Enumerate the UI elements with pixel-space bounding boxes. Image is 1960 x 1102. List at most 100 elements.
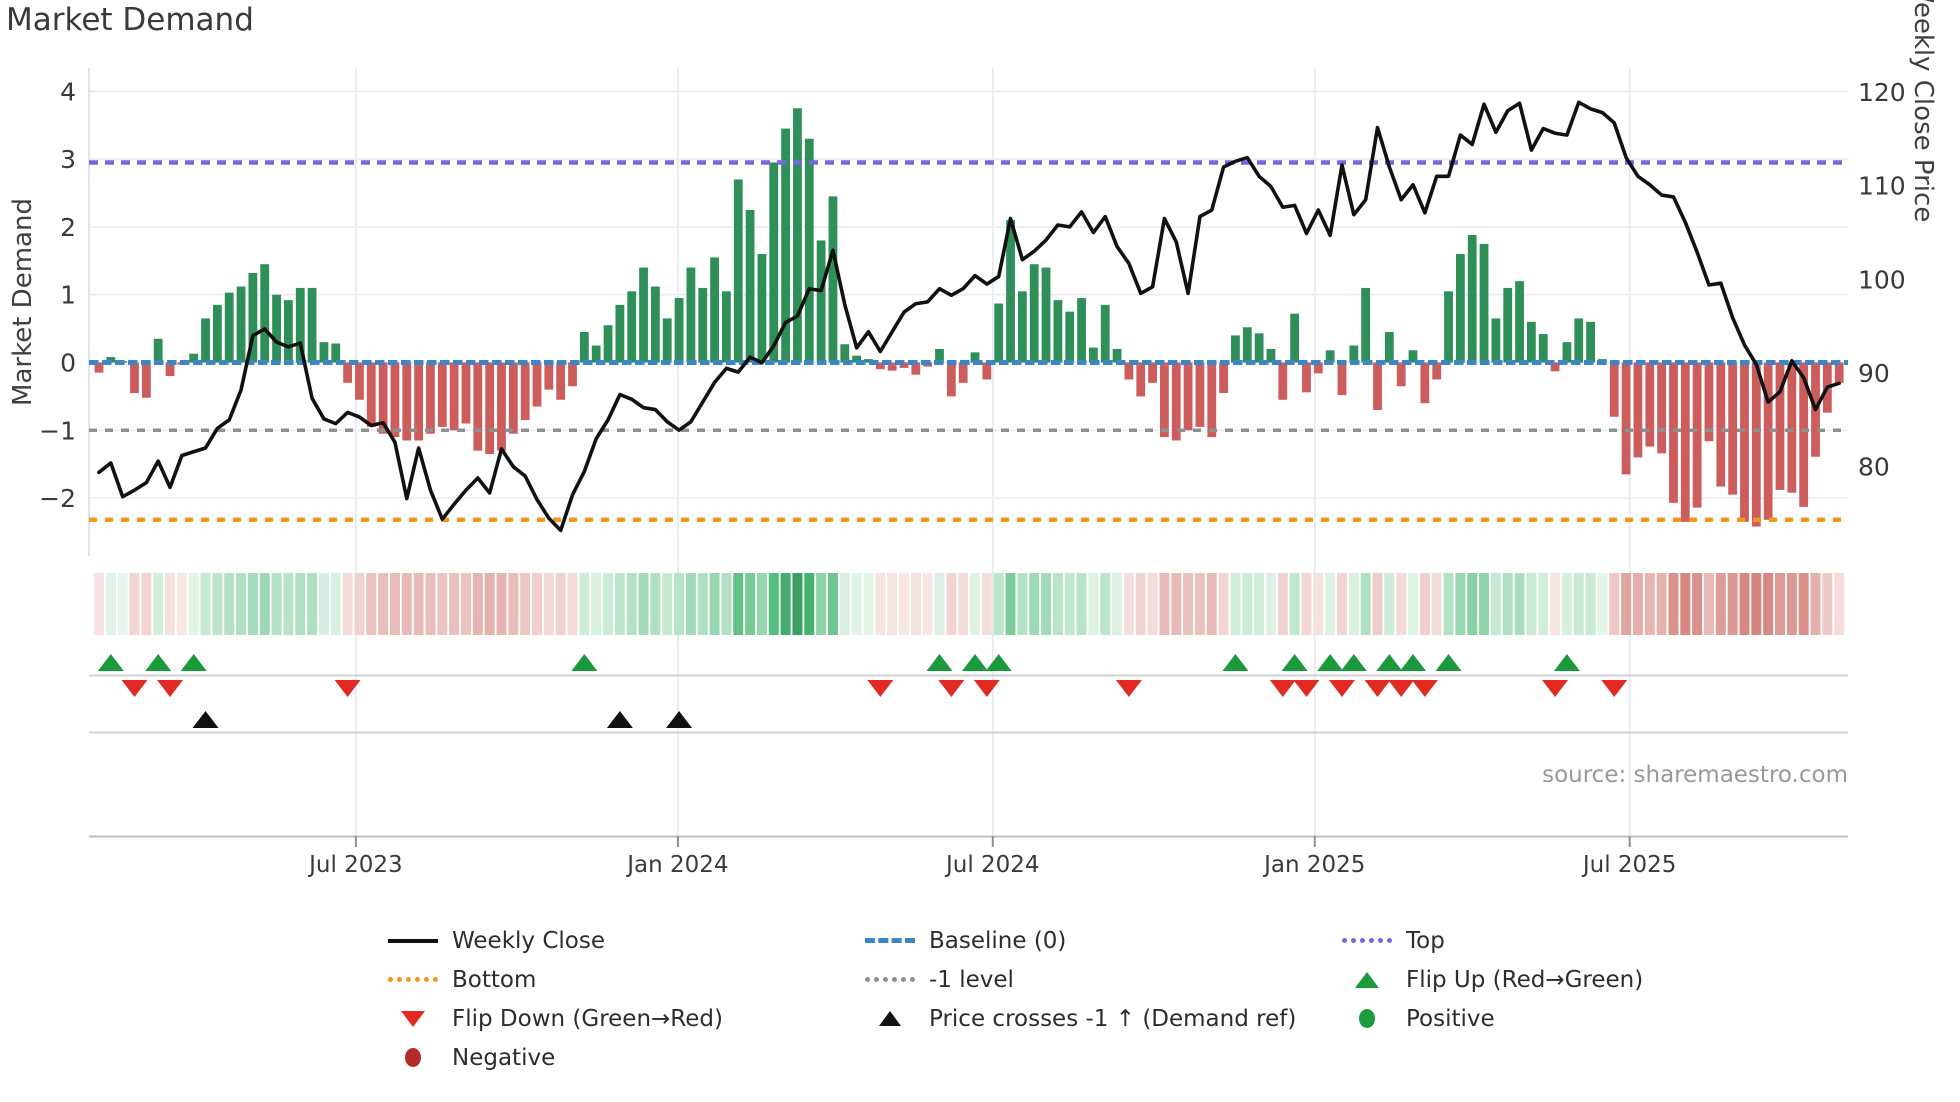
demand-bar <box>1171 362 1181 441</box>
demand-bar <box>106 357 116 363</box>
legend-item-line-black: Weekly Close <box>388 928 865 954</box>
heatmap-cell <box>283 573 294 635</box>
heatmap-cell <box>579 573 590 635</box>
heatmap-cell <box>330 573 341 635</box>
source-text: source: sharemaestro.com <box>1542 762 1848 788</box>
right-tick-label: 110 <box>1858 172 1906 201</box>
heatmap-cell <box>1277 573 1288 635</box>
tri-up-black-glyph <box>879 1011 901 1026</box>
demand-bar <box>935 348 944 363</box>
demand-bar <box>473 362 483 451</box>
line-black-icon <box>388 938 438 943</box>
demand-bar <box>1657 362 1667 454</box>
demand-bar <box>946 362 956 397</box>
left-tick-label: 2 <box>60 213 76 242</box>
heatmap-cell <box>318 573 329 635</box>
heatmap-cell <box>1621 573 1632 635</box>
heatmap-cell <box>1431 573 1442 635</box>
demand-bar <box>1408 350 1418 363</box>
demand-bar <box>1148 362 1157 383</box>
flip-down-marker <box>334 680 361 697</box>
demand-bar <box>1420 362 1430 404</box>
left-tick-label: 1 <box>60 281 76 310</box>
right-tick-label: 80 <box>1858 453 1890 482</box>
heatmap-cell <box>212 573 223 635</box>
legend-item-dot-orange: Bottom <box>388 967 865 993</box>
demand-bar <box>1337 362 1347 396</box>
demand-bar <box>1444 291 1453 363</box>
demand-bar <box>189 353 199 363</box>
right-tick-label: 100 <box>1858 265 1906 294</box>
heatmap-cell <box>236 573 247 635</box>
heatmap-cell <box>176 573 187 635</box>
demand-bar <box>284 300 293 363</box>
flip-down-marker <box>1601 680 1628 697</box>
demand-bar <box>793 108 802 363</box>
heatmap-cell <box>756 573 767 635</box>
heatmap-cell <box>472 573 483 635</box>
demand-bar <box>852 355 862 363</box>
flip-up-marker <box>1222 654 1249 671</box>
price-cross-marker <box>606 711 633 728</box>
demand-bar <box>1384 331 1394 363</box>
heatmap-cell <box>1455 573 1466 635</box>
heatmap-cell <box>792 573 803 635</box>
heatmap-cell <box>721 573 732 635</box>
demand-bar <box>1266 348 1276 363</box>
tri-down-red-icon <box>388 1010 438 1027</box>
demand-bar <box>686 267 696 363</box>
heatmap-cell <box>1064 573 1075 635</box>
x-tick-label: Jul 2024 <box>944 852 1040 878</box>
heatmap-cell <box>1632 573 1643 635</box>
demand-bar <box>426 362 435 434</box>
demand-bar <box>603 325 613 363</box>
heatmap-cell <box>1467 573 1478 635</box>
demand-bar <box>1467 235 1477 363</box>
flip-down-marker <box>1364 680 1391 697</box>
line-black-glyph <box>388 938 438 943</box>
demand-bar <box>639 267 648 363</box>
legend-label: Price crosses -1 ↑ (Demand ref) <box>929 1005 1297 1032</box>
demand-bar <box>804 138 814 363</box>
demand-bar <box>899 362 909 368</box>
demand-bar <box>1538 334 1548 363</box>
demand-bar <box>840 344 850 363</box>
x-tick-label: Jan 2024 <box>625 852 728 878</box>
demand-bar <box>355 362 364 400</box>
heatmap-cell <box>1289 573 1300 635</box>
heatmap-cell <box>1384 573 1395 635</box>
heatmap-cell <box>1112 573 1123 635</box>
heatmap-cell <box>1774 573 1785 635</box>
heatmap-cell <box>1147 573 1158 635</box>
heatmap-cell <box>816 573 827 635</box>
demand-bar <box>1290 313 1300 363</box>
demand-bar <box>1124 362 1134 380</box>
demand-bar <box>520 362 530 421</box>
demand-bar <box>1550 362 1560 372</box>
demand-bar <box>272 294 281 363</box>
dash-blue-icon <box>865 938 915 943</box>
heatmap-cell <box>224 573 235 635</box>
legend-label: Top <box>1406 927 1445 954</box>
flip-up-marker <box>985 654 1012 671</box>
demand-bar <box>130 362 139 394</box>
demand-bar <box>1207 362 1217 438</box>
flip-up-marker <box>145 654 172 671</box>
circle-green-icon <box>1342 1009 1392 1028</box>
heatmap-cell <box>1159 573 1170 635</box>
demand-bar <box>1562 342 1572 363</box>
dash-blue-glyph <box>865 938 915 943</box>
demand-bar <box>1479 243 1489 363</box>
heatmap-cell <box>934 573 945 635</box>
demand-bar <box>710 257 719 363</box>
legend-item-circle-green: Positive <box>1342 1006 1819 1032</box>
heatmap-cell <box>827 573 838 635</box>
demand-bar <box>1160 362 1169 438</box>
heatmap-cell <box>259 573 270 635</box>
demand-bar <box>248 273 258 363</box>
heatmap-cell <box>1419 573 1430 635</box>
demand-bar <box>556 362 566 400</box>
heatmap-cell <box>1561 573 1572 635</box>
demand-bar <box>816 240 826 363</box>
chart-legend: Weekly Close Baseline (0) Top Bottom -1 leve… <box>388 921 1819 1077</box>
